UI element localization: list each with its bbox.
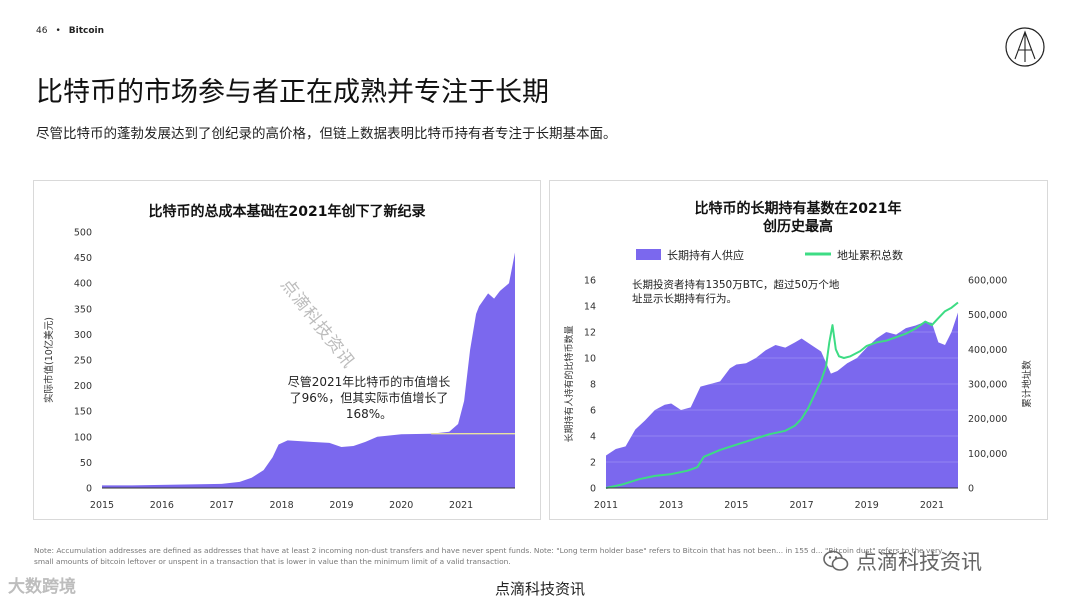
y-tick-label: 100 <box>74 432 92 443</box>
y-tick-label: 0 <box>590 484 596 495</box>
x-tick-label: 2020 <box>389 500 413 511</box>
chart-panel-long-term-holders: 比特币的长期持有基数在2021年创历史最高长期持有人供应 地址累积总数 0 2 4 6 8 1… <box>549 180 1048 520</box>
legend-label-addresses: 地址累积总数 <box>837 248 903 262</box>
x-tick-label: 2015 <box>724 500 748 511</box>
x-tick-label: 2021 <box>920 500 944 511</box>
x-tick-label: 2018 <box>269 500 293 511</box>
watermark-bottom-left-text: 大数跨境 <box>8 577 76 597</box>
header-bullet: • <box>55 26 61 36</box>
y-tick-label: 4 <box>590 432 596 443</box>
page-number: 46 <box>36 26 48 36</box>
x-tick-label: 2017 <box>789 500 813 511</box>
x-tick-label: 2017 <box>210 500 234 511</box>
chart-panel-cost-basis: 比特币的总成本基础在2021年创下了新纪录 0 50 100 150 200 250 300 3… <box>33 180 541 520</box>
series-area-supply <box>606 312 958 488</box>
y-tick-label: 14 <box>584 302 596 313</box>
y-tick-label: 150 <box>74 407 92 418</box>
watermark-bottom-right-text: 点滴科技资讯 <box>856 550 982 574</box>
watermark-bottom-left: 大数跨境 <box>8 572 76 597</box>
y-tick-label: 200 <box>74 381 92 392</box>
y2-tick-label: 400,000 <box>968 345 1007 356</box>
brand-logo-icon <box>1005 27 1045 67</box>
y2-tick-label: 200,000 <box>968 414 1007 425</box>
realized-cap-chart: 比特币的总成本基础在2021年创下了新纪录 0 50 100 150 200 250 300 3… <box>43 203 515 511</box>
y-tick-label: 500 <box>74 228 92 239</box>
y2-tick-label: 500,000 <box>968 310 1007 321</box>
watermark-bottom-right: 点滴科技资讯 <box>822 546 982 576</box>
y-tick-label: 6 <box>590 406 596 417</box>
y-tick-label: 0 <box>86 484 92 495</box>
page-header: 46 • Bitcoin <box>36 26 104 36</box>
x-tick-label: 2013 <box>659 500 683 511</box>
y-tick-label: 12 <box>584 328 596 339</box>
y-tick-label: 400 <box>74 279 92 290</box>
x-tick-label: 2016 <box>150 500 174 511</box>
y-tick-label: 16 <box>584 276 596 287</box>
y-tick-label: 250 <box>74 356 92 367</box>
x-tick-label: 2019 <box>329 500 353 511</box>
chart-title: 比特币的总成本基础在2021年创下了新纪录 <box>149 203 426 220</box>
y-axis-label: 长期持有人持有的比特币数量 <box>563 325 575 442</box>
series-line-addresses <box>605 301 959 489</box>
chart-title: 比特币的长期持有基数在2021年创历史最高 <box>695 200 902 235</box>
annotation-text: 尽管2021年比特币的市值增长了96%，但其实际市值增长了 168%。 <box>288 374 451 421</box>
series-area <box>102 252 515 488</box>
page-subtitle: 尽管比特币的蓬勃发展达到了创纪录的高价格，但链上数据表明比特币持有者专注于长期基… <box>36 126 617 142</box>
x-tick-label: 2011 <box>594 500 618 511</box>
section-label: Bitcoin <box>68 26 105 36</box>
x-tick-label: 2021 <box>449 500 473 511</box>
y2-tick-label: 300,000 <box>968 380 1007 391</box>
y2-tick-label: 100,000 <box>968 449 1007 460</box>
y-axis-label: 实际市值(10亿美元) <box>43 317 55 403</box>
page-title: 比特币的市场参与者正在成熟并专注于长期 <box>36 77 549 108</box>
y-tick-label: 350 <box>74 304 92 315</box>
footnote: Note: Accumulation addresses are defined… <box>34 546 943 566</box>
legend-label-supply: 长期持有人供应 <box>667 248 744 262</box>
y-tick-label: 450 <box>74 253 92 264</box>
wechat-icon <box>823 550 849 571</box>
annotation-text: 长期投资者持有1350万BTC，超过50万个地址显示长期持有行为。 <box>632 278 840 305</box>
x-tick-label: 2015 <box>90 500 114 511</box>
x-tick-label: 2019 <box>855 500 879 511</box>
footer-caption: 点滴科技资讯 <box>494 580 585 598</box>
y2-axis-label: 累计地址数 <box>1021 360 1033 408</box>
y-tick-label: 10 <box>584 354 596 365</box>
y-tick-label: 300 <box>74 330 92 341</box>
y2-tick-label: 600,000 <box>968 276 1007 287</box>
legend-swatch-supply <box>636 249 661 260</box>
y-tick-label: 50 <box>80 458 92 469</box>
y-tick-label: 2 <box>590 458 596 469</box>
y2-tick-label: 0 <box>968 484 974 495</box>
y-tick-label: 8 <box>590 380 596 391</box>
